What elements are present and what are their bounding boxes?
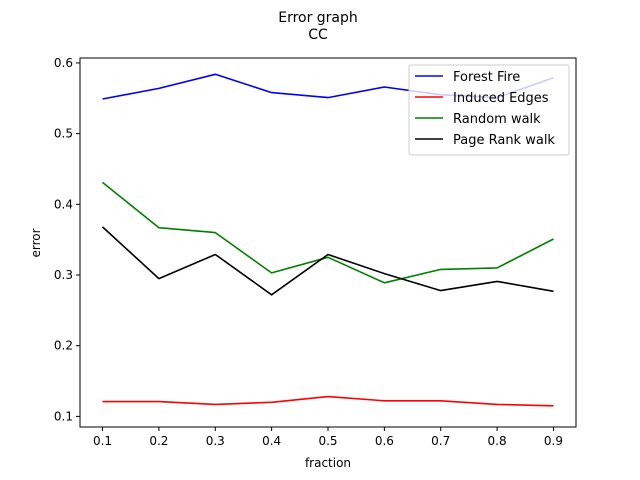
x-tick-label: 0.8	[488, 434, 507, 448]
x-tick-label: 0.2	[149, 434, 168, 448]
x-axis: 0.1 0.2 0.3 0.4 0.5 0.6 0.7 0.8 0.9	[93, 427, 563, 448]
legend: Forest Fire Induced Edges Random walk Page …	[408, 64, 570, 156]
legend-label-induced-edges: Induced Edges	[453, 91, 549, 106]
y-tick-label: 0.6	[54, 56, 73, 70]
x-tick-label: 0.1	[93, 434, 112, 448]
legend-label-random-walk: Random walk	[453, 112, 541, 127]
legend-box	[408, 64, 570, 156]
legend-label-page-rank-walk: Page Rank walk	[453, 133, 555, 148]
x-tick-label: 0.6	[375, 434, 394, 448]
x-tick-label: 0.4	[262, 434, 281, 448]
x-tick-label: 0.9	[544, 434, 563, 448]
y-axis-label: error	[29, 228, 43, 257]
series-line-page-rank-walk	[101, 226, 554, 296]
y-tick-label: 0.2	[54, 339, 73, 353]
y-tick-label: 0.4	[54, 197, 73, 211]
y-tick-label: 0.1	[54, 409, 73, 423]
chart-title: Error graph	[278, 10, 358, 26]
chart-subtitle: CC	[308, 27, 328, 43]
y-axis: 0.1 0.2 0.3 0.4 0.5 0.6	[54, 56, 80, 423]
series-lines	[101, 73, 554, 407]
series-line-random-walk	[101, 181, 554, 284]
y-tick-label: 0.3	[54, 268, 73, 282]
series-line-induced-edges	[102, 395, 554, 407]
x-tick-label: 0.5	[318, 434, 337, 448]
x-tick-label: 0.7	[431, 434, 450, 448]
x-tick-label: 0.3	[206, 434, 225, 448]
x-axis-label: fraction	[305, 456, 351, 470]
legend-label-forest-fire: Forest Fire	[453, 70, 520, 85]
y-tick-label: 0.5	[54, 127, 73, 141]
